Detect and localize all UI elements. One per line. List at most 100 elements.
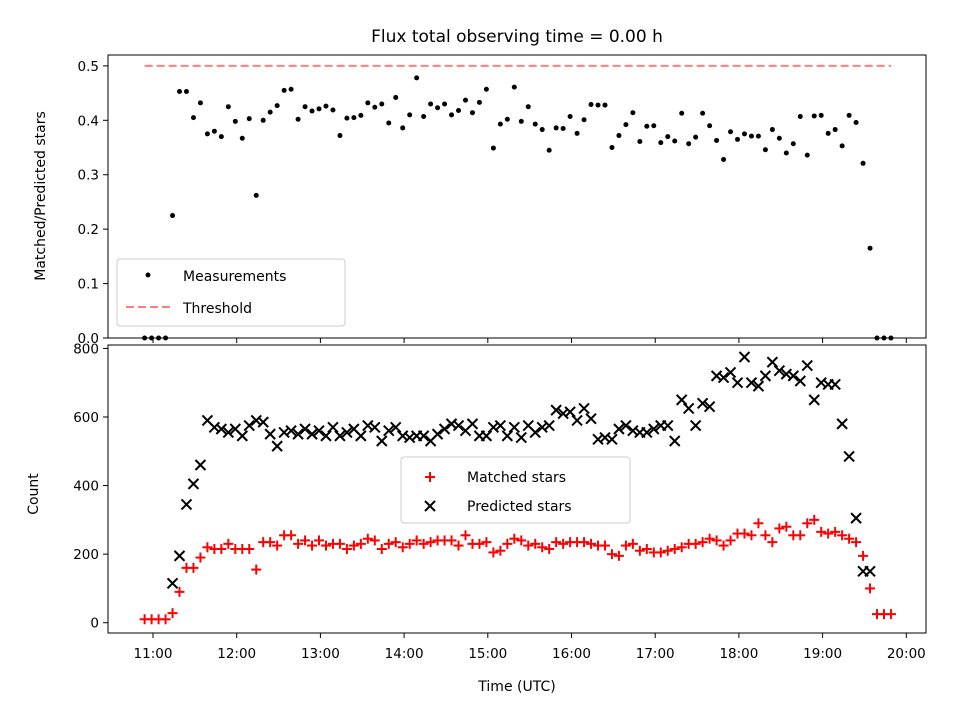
- measurement-point: [721, 156, 727, 162]
- measurement-point: [504, 116, 510, 122]
- legend-matched-marker: [425, 472, 435, 482]
- measurement-point: [400, 125, 406, 131]
- measurement-point: [769, 127, 775, 133]
- matched-star-point: [425, 537, 436, 548]
- matched-star-point: [474, 538, 485, 549]
- predicted-star-point: [787, 370, 800, 382]
- measurement-point: [811, 113, 817, 119]
- measurement-point: [260, 117, 266, 123]
- measurement-point: [672, 138, 678, 144]
- measurement-point: [853, 119, 859, 125]
- matched-star-point: [606, 549, 617, 560]
- matched-star-point: [202, 542, 213, 553]
- measurement-points: [142, 75, 894, 341]
- predicted-star-point: [390, 421, 402, 433]
- matched-star-point: [599, 540, 610, 551]
- measurement-point: [414, 75, 420, 81]
- matched-star-point: [837, 530, 848, 541]
- matched-star-point: [460, 530, 471, 541]
- predicted-star-point: [759, 370, 772, 382]
- measurement-point: [616, 133, 622, 139]
- predicted-star-point: [306, 428, 318, 440]
- predicted-star-point: [180, 498, 193, 511]
- matched-star-point: [348, 540, 359, 551]
- matched-star-point: [718, 540, 729, 551]
- measurement-point: [511, 84, 517, 90]
- predicted-star-point: [417, 430, 430, 442]
- predicted-star-point: [613, 423, 625, 435]
- predicted-star-point: [808, 394, 820, 406]
- measurement-point: [553, 125, 559, 131]
- measurement-point: [804, 152, 810, 158]
- bottom-x-tick-label: 13:00: [301, 646, 340, 662]
- top-y-axis-ticks: 0.0 0.1 0.2 0.3 0.4 0.5: [78, 59, 108, 347]
- matched-star-point: [704, 533, 715, 544]
- matched-stars-points: [139, 514, 896, 625]
- matched-star-point: [369, 535, 380, 546]
- predicted-star-point: [173, 550, 186, 562]
- measurement-point: [825, 130, 831, 136]
- matched-star-point: [851, 537, 862, 548]
- matched-star-point: [725, 535, 736, 546]
- bottom-x-axis-label: Time (UTC): [477, 679, 555, 695]
- measurement-point: [665, 134, 671, 140]
- predicted-star-point: [648, 423, 660, 435]
- bottom-y-tick-label: 800: [73, 341, 99, 357]
- matched-star-point: [300, 535, 311, 546]
- predicted-star-point: [452, 419, 465, 432]
- predicted-star-point: [585, 413, 597, 425]
- matched-star-point: [244, 544, 255, 554]
- measurement-point: [741, 131, 747, 137]
- bottom-x-tick-label: 20:00: [887, 646, 926, 662]
- measurement-point: [358, 112, 364, 118]
- top-y-tick-label: 0.2: [78, 222, 99, 238]
- matched-star-point: [634, 545, 645, 556]
- chart-title: Flux total observing time = 0.00 h: [371, 27, 663, 47]
- bottom-y-tick-label: 200: [73, 547, 99, 563]
- matched-star-point: [579, 537, 590, 548]
- predicted-star-point: [829, 378, 841, 391]
- measurement-point: [790, 141, 796, 147]
- measurement-point: [351, 115, 357, 121]
- measurement-point: [344, 115, 350, 121]
- matched-star-point: [844, 533, 855, 544]
- matched-star-point: [655, 547, 666, 558]
- measurement-point: [700, 110, 706, 116]
- predicted-star-point: [766, 356, 779, 368]
- top-panel-frame: [107, 54, 927, 339]
- predicted-star-point: [187, 478, 200, 490]
- matched-star-point: [446, 535, 457, 546]
- measurement-point: [288, 86, 294, 92]
- matched-star-point: [753, 518, 764, 529]
- measurement-point: [197, 100, 203, 106]
- predicted-star-point: [794, 375, 806, 387]
- measurement-point: [567, 113, 573, 119]
- matched-star-point: [774, 523, 785, 534]
- bottom-x-tick-label: 19:00: [803, 646, 842, 662]
- matched-star-point: [167, 608, 178, 619]
- measurement-point: [707, 123, 713, 129]
- measurement-point: [637, 139, 643, 145]
- matched-star-point: [418, 538, 429, 549]
- measurement-point: [407, 112, 413, 118]
- measurement-point: [755, 133, 761, 139]
- matched-star-point: [641, 544, 652, 554]
- top-legend-box: [116, 258, 346, 327]
- measurement-point: [253, 192, 259, 198]
- legend-measurements-label: Measurements: [183, 269, 286, 285]
- matched-star-point: [551, 537, 562, 548]
- matched-star-point: [739, 528, 750, 539]
- predicted-star-point: [745, 377, 758, 389]
- top-y-axis-label: Matched/Predicted stars: [33, 111, 49, 281]
- predicted-star-point: [313, 425, 325, 437]
- matched-star-point: [265, 537, 276, 548]
- matched-star-point: [334, 538, 345, 549]
- predicted-star-point: [480, 430, 493, 442]
- predicted-star-point: [299, 423, 311, 435]
- measurement-point: [832, 127, 838, 133]
- predicted-star-point: [515, 431, 527, 444]
- predicted-star-point: [236, 430, 248, 442]
- measurement-point: [442, 101, 448, 107]
- matched-star-point: [390, 537, 401, 548]
